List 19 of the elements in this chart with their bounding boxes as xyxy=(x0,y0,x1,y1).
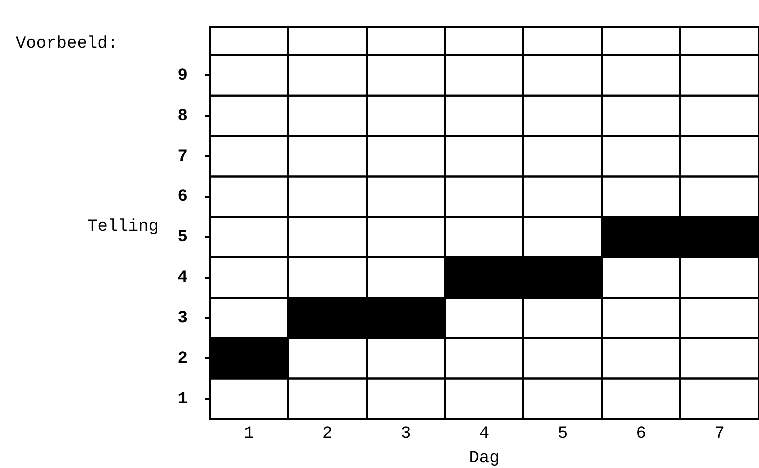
y-tick-label: 5 xyxy=(178,228,188,248)
y-tick-label: 4 xyxy=(178,269,188,288)
y-tick-label: 1 xyxy=(178,390,188,410)
x-tick-label: 1 xyxy=(244,424,254,444)
x-axis-title: Dag xyxy=(469,449,500,468)
x-tick-label: 6 xyxy=(636,424,646,444)
y-tick-label: 9 xyxy=(178,66,188,86)
x-tick-label: 7 xyxy=(714,424,725,444)
y-tick-label: 7 xyxy=(178,148,188,167)
x-tick-label: 4 xyxy=(479,424,490,444)
y-axis-title: Telling xyxy=(88,218,159,237)
y-tick-label: 6 xyxy=(178,188,188,208)
y-tick-label: 3 xyxy=(178,309,188,328)
x-tick-label: 3 xyxy=(400,424,412,444)
x-tick-label: 2 xyxy=(322,424,333,444)
text: Voorbeeld: xyxy=(16,35,118,54)
y-tick-label: 2 xyxy=(178,350,188,369)
y-tick-label: 8 xyxy=(178,107,188,126)
x-tick-label: 5 xyxy=(558,424,568,444)
